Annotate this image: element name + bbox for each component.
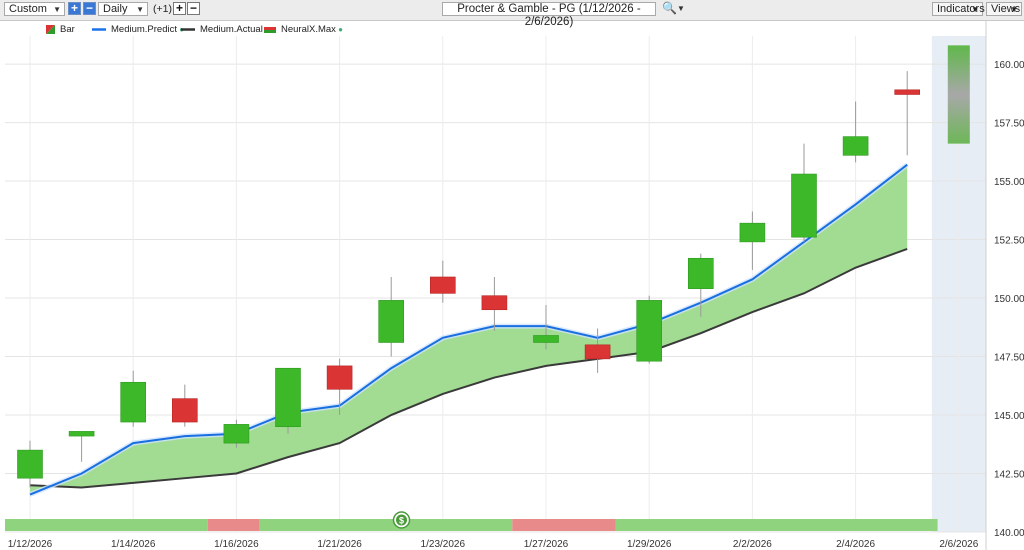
signal-strip-segment bbox=[207, 519, 260, 531]
signal-strip-segment bbox=[259, 519, 513, 531]
candle-body bbox=[429, 276, 456, 294]
interval-value: Daily bbox=[103, 3, 128, 15]
medium-actual-line bbox=[29, 247, 908, 489]
signal-strip-segment bbox=[5, 519, 208, 531]
medium-predict-line-glow bbox=[29, 162, 909, 497]
x-tick-label: 1/16/2026 bbox=[214, 539, 259, 550]
minus-icon: − bbox=[85, 1, 93, 15]
y-tick-label: 140.00 bbox=[994, 528, 1024, 539]
line-swatch-icon bbox=[181, 28, 195, 31]
bar-marker-icon bbox=[264, 26, 276, 33]
range-dropdown[interactable]: Custom ▼ bbox=[4, 2, 65, 16]
legend-label: Medium.Actual bbox=[200, 24, 263, 35]
y-tick-label: 145.00 bbox=[994, 411, 1024, 422]
dollar-marker-symbol: $ bbox=[399, 516, 404, 526]
candle-body bbox=[791, 173, 817, 238]
candle-body bbox=[275, 367, 301, 428]
y-tick-label: 152.50 bbox=[994, 236, 1024, 247]
minus-icon: − bbox=[189, 1, 197, 15]
forecast-column bbox=[931, 36, 986, 532]
chevron-down-icon: ▼ bbox=[1010, 5, 1018, 14]
bar-icon bbox=[46, 24, 55, 34]
legend-label: Bar bbox=[60, 24, 75, 35]
legend-label: Medium.Predict bbox=[111, 24, 177, 35]
candle-body bbox=[326, 365, 353, 390]
candle-body bbox=[481, 295, 508, 311]
candle-body bbox=[687, 257, 714, 289]
forecast-range-bar bbox=[947, 45, 970, 144]
y-tick-label: 160.00 bbox=[994, 60, 1024, 71]
y-tick-label: 155.00 bbox=[994, 177, 1024, 188]
chevron-down-icon[interactable]: ▼ bbox=[677, 4, 685, 13]
candle-body bbox=[636, 300, 663, 362]
line-swatch-icon bbox=[92, 28, 106, 31]
indicators-label: Indicators bbox=[937, 3, 985, 15]
legend-item-medium-actual[interactable]: Medium.Actual bbox=[181, 24, 263, 35]
x-tick-label: 2/2/2026 bbox=[733, 539, 772, 550]
search-icon[interactable]: 🔍 bbox=[662, 1, 677, 15]
zoom-in-button[interactable]: + bbox=[68, 2, 81, 15]
legend-label: NeuralX.Max bbox=[281, 24, 336, 35]
offset-label: (+1) bbox=[153, 3, 172, 15]
chart-title-box[interactable]: Procter & Gamble - PG (1/12/2026 - 2/6/2… bbox=[442, 2, 656, 28]
chevron-down-icon: ▼ bbox=[136, 5, 144, 14]
x-tick-label: 1/27/2026 bbox=[524, 539, 569, 550]
x-tick-label: 1/12/2026 bbox=[8, 539, 53, 550]
candle-body bbox=[68, 431, 95, 437]
candle-body bbox=[739, 222, 766, 243]
toolbar: Custom ▼ + − Daily ▼ (+1) + − Procter & … bbox=[0, 0, 1024, 28]
candle-body bbox=[842, 136, 869, 156]
offset-plus-button[interactable]: + bbox=[173, 2, 186, 15]
indicators-button[interactable]: Indicators ▼ bbox=[932, 2, 985, 16]
x-tick-label: 1/14/2026 bbox=[111, 539, 156, 550]
x-tick-label: 1/23/2026 bbox=[421, 539, 466, 550]
chevron-down-icon: ▼ bbox=[53, 5, 61, 14]
legend-item-bar[interactable]: Bar bbox=[46, 24, 75, 35]
x-tick-label: 1/29/2026 bbox=[627, 539, 672, 550]
candle-body bbox=[533, 335, 559, 343]
candle-body bbox=[584, 344, 611, 360]
dollar-marker-icon bbox=[392, 511, 411, 529]
y-tick-label: 142.50 bbox=[994, 470, 1024, 481]
signal-strip-segment bbox=[512, 519, 616, 531]
offset-minus-button[interactable]: − bbox=[187, 2, 200, 15]
views-label: Views bbox=[991, 3, 1021, 15]
chevron-down-icon: ▼ bbox=[971, 5, 979, 14]
medium-predict-line bbox=[29, 163, 908, 496]
dollar-marker-icon-inner bbox=[396, 514, 408, 526]
x-tick-label: 2/6/2026 bbox=[939, 539, 978, 550]
candle-body bbox=[120, 381, 146, 423]
y-tick-label: 150.00 bbox=[994, 294, 1024, 305]
x-tick-label: 1/21/2026 bbox=[317, 539, 362, 550]
prediction-band bbox=[30, 164, 908, 495]
plus-icon: + bbox=[70, 1, 78, 15]
views-button[interactable]: Views ▼ bbox=[986, 2, 1022, 16]
candle-body bbox=[17, 449, 43, 479]
y-tick-label: 147.50 bbox=[994, 353, 1024, 364]
candle-body bbox=[378, 300, 405, 343]
candle-body bbox=[172, 398, 198, 423]
signal-strip-segment bbox=[615, 519, 938, 531]
legend-item-neuralx-max[interactable]: NeuralX.Max ● bbox=[264, 24, 343, 35]
zoom-out-button[interactable]: − bbox=[83, 2, 96, 15]
chart-title: Procter & Gamble - PG (1/12/2026 - 2/6/2… bbox=[457, 3, 641, 28]
interval-dropdown[interactable]: Daily ▼ bbox=[98, 2, 148, 16]
candle-body bbox=[894, 89, 921, 95]
y-tick-label: 157.50 bbox=[994, 119, 1024, 130]
x-tick-label: 2/4/2026 bbox=[836, 539, 875, 550]
range-value: Custom bbox=[9, 3, 47, 15]
legend-item-medium-predict[interactable]: Medium.Predict ● bbox=[92, 24, 184, 35]
candle-body bbox=[223, 424, 250, 444]
plus-icon: + bbox=[175, 1, 183, 15]
